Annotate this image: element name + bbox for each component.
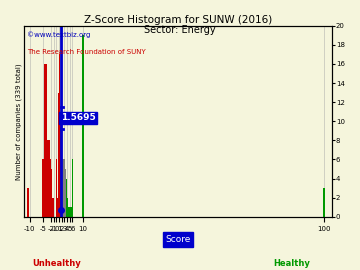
Bar xyxy=(69,207,70,217)
Bar xyxy=(45,64,47,217)
Bar xyxy=(67,198,68,217)
Text: Sector: Energy: Sector: Energy xyxy=(144,25,216,35)
Bar xyxy=(53,198,54,217)
Bar xyxy=(71,207,72,217)
Title: Z-Score Histogram for SUNW (2016): Z-Score Histogram for SUNW (2016) xyxy=(84,15,272,25)
Bar xyxy=(42,159,44,217)
Bar xyxy=(62,159,63,217)
Bar xyxy=(63,159,64,217)
Bar xyxy=(72,159,73,217)
Bar xyxy=(68,207,69,217)
Text: Healthy: Healthy xyxy=(274,259,310,268)
X-axis label: Score: Score xyxy=(165,235,191,244)
Bar xyxy=(65,169,66,217)
Bar xyxy=(59,55,60,217)
Text: The Research Foundation of SUNY: The Research Foundation of SUNY xyxy=(27,49,146,55)
Bar xyxy=(323,188,325,217)
Bar xyxy=(60,121,61,217)
Bar xyxy=(64,159,65,217)
Y-axis label: Number of companies (339 total): Number of companies (339 total) xyxy=(15,63,22,180)
Text: ©www.textbiz.org: ©www.textbiz.org xyxy=(27,32,91,38)
Bar xyxy=(57,198,58,217)
Bar xyxy=(51,169,52,217)
Bar xyxy=(27,188,30,217)
Bar xyxy=(82,35,84,217)
Bar xyxy=(50,159,51,217)
Bar xyxy=(58,93,59,217)
Text: 1.5695: 1.5695 xyxy=(61,113,95,122)
Bar xyxy=(61,131,62,217)
Bar xyxy=(47,140,50,217)
Text: Unhealthy: Unhealthy xyxy=(32,259,81,268)
